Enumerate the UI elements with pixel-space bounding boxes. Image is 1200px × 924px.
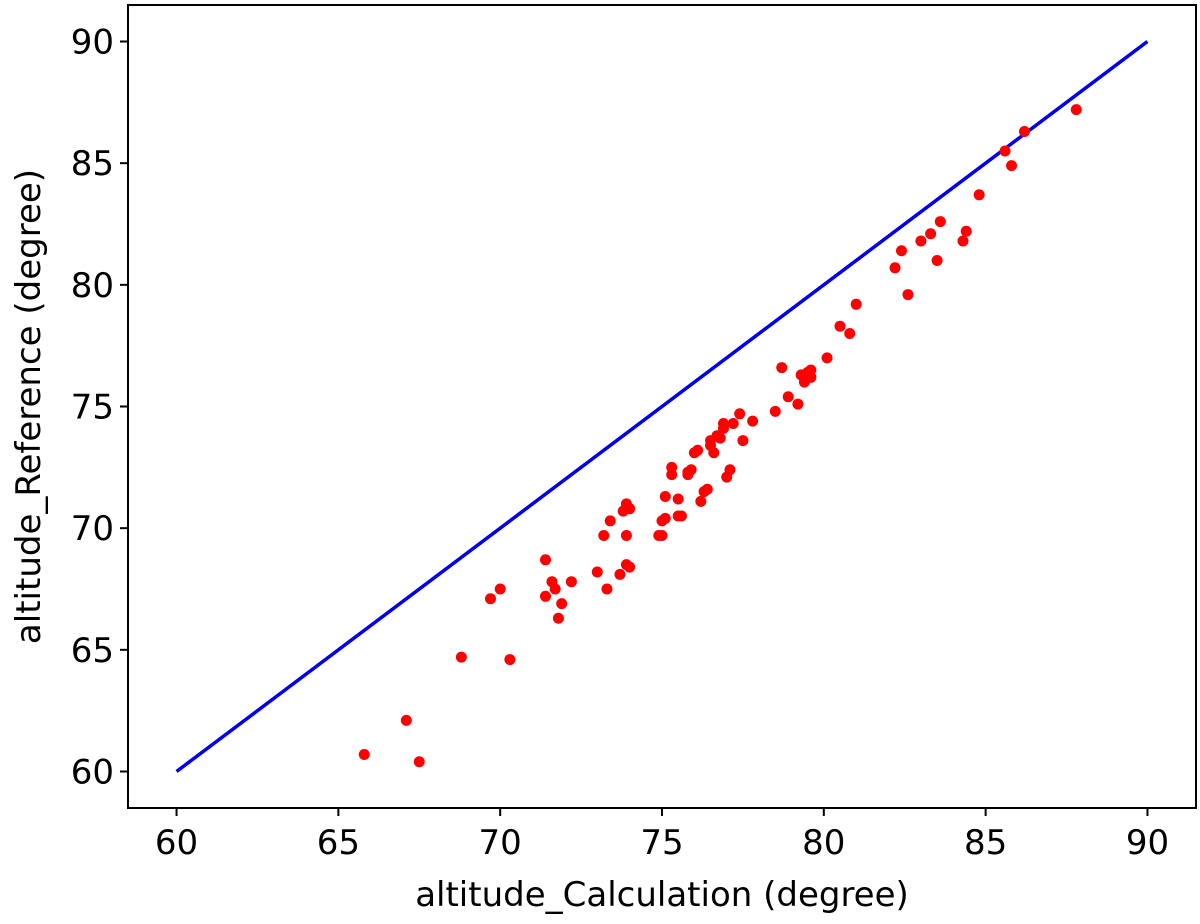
data-point [934,216,946,228]
data-point [999,145,1011,157]
data-point [925,228,937,240]
data-point [889,262,901,274]
x-tick-label: 75 [640,823,683,863]
data-point [624,561,636,573]
data-point [844,328,856,339]
data-point [598,529,610,541]
series-layer [175,40,1149,773]
data-point [685,464,697,476]
data-point [895,245,907,257]
data-point [737,435,749,447]
data-point [549,583,561,595]
data-point [692,444,704,456]
data-point [695,495,707,507]
data-point [565,576,577,588]
series-line [175,40,1149,773]
data-point [552,612,564,624]
data-point [666,461,678,473]
data-point [358,748,370,760]
x-axis: 60 65 70 75 80 85 90 [155,808,1169,863]
data-point [724,464,736,476]
data-point [659,491,671,503]
data-point [747,415,759,427]
data-point [734,408,746,420]
y-tick-label: 90 [71,23,114,63]
data-point [717,418,729,430]
data-point [769,405,781,417]
data-point [973,189,985,201]
data-point [556,598,568,610]
x-tick-label: 70 [479,823,522,863]
data-point [494,583,506,595]
data-point [539,554,551,566]
x-axis-label: altitude_Calculation (degree) [415,875,909,915]
data-point [1018,126,1030,138]
y-tick-label: 85 [71,144,114,184]
data-point [659,512,671,524]
y-tick-label: 60 [71,753,114,793]
data-point [714,432,726,444]
data-point [727,418,739,430]
data-point [1006,160,1018,172]
data-point [931,255,943,266]
data-point [614,568,626,580]
data-point [620,529,632,541]
data-point [805,371,817,383]
data-point [484,593,496,605]
data-point [960,225,972,237]
data-point [656,529,668,541]
y-tick-label: 75 [71,388,114,428]
data-point [455,651,467,663]
y-axis-label: altitude_Reference (degree) [9,169,49,644]
x-tick-label: 80 [802,823,845,863]
y-tick-label: 80 [71,266,114,306]
data-point [672,493,684,505]
data-point [539,590,551,602]
data-point [413,756,425,768]
data-point [1070,104,1082,116]
data-point [792,398,804,410]
data-point [834,320,846,332]
x-tick-label: 90 [1126,823,1169,863]
data-point [504,654,516,666]
data-point [701,483,713,495]
data-point [915,235,927,247]
y-axis: 60 65 70 75 80 85 90 [71,23,128,793]
x-tick-label: 65 [317,823,360,863]
data-point [675,510,687,522]
data-point [601,583,613,595]
data-point [782,391,794,403]
data-point [708,447,720,459]
x-tick-label: 85 [964,823,1007,863]
data-point [902,289,914,301]
data-point [821,352,833,364]
data-point [957,235,969,247]
y-tick-label: 70 [71,509,114,549]
data-point [624,503,636,515]
data-point [400,714,412,726]
x-tick-label: 60 [155,823,198,863]
data-point [776,362,788,374]
data-point [591,566,603,578]
y-tick-label: 65 [71,631,114,671]
data-point [604,515,616,527]
data-point [850,298,862,310]
